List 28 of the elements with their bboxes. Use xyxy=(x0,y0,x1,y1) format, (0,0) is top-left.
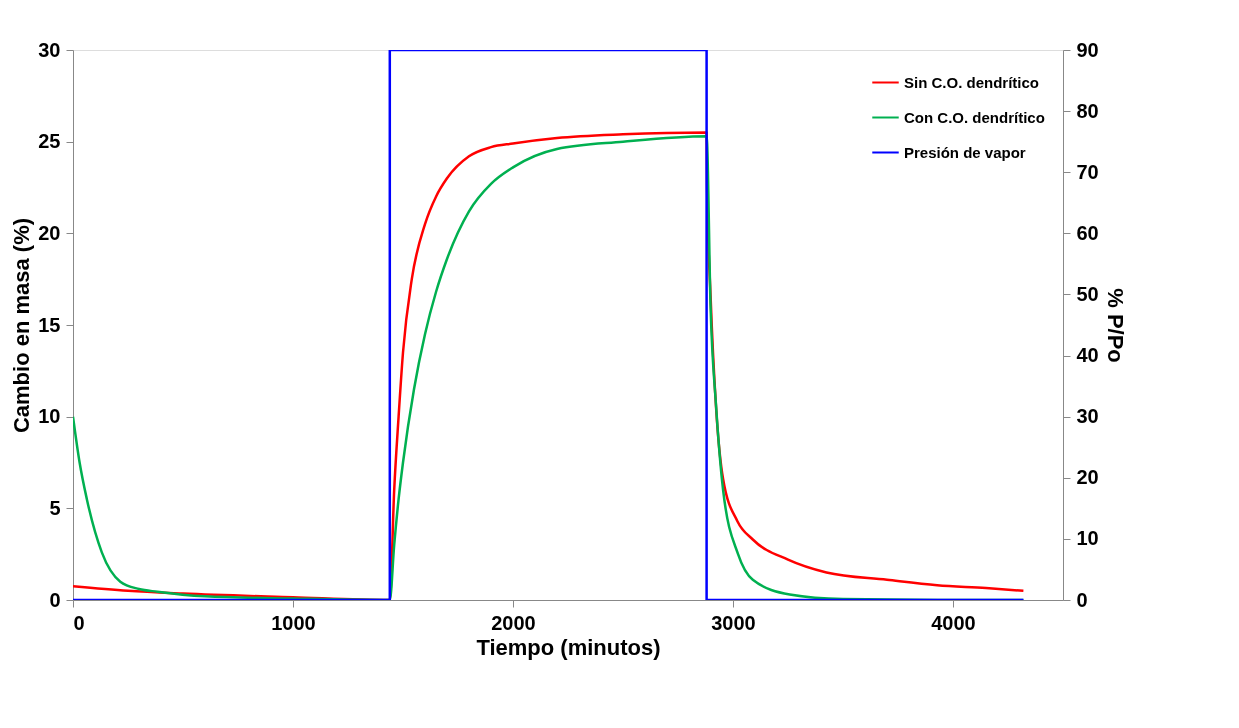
y2-axis-title: % P/Po xyxy=(1102,288,1128,363)
x-tick-label: 1000 xyxy=(271,611,316,634)
y-tick-label: 5 xyxy=(49,496,61,519)
x-tick-label: 3000 xyxy=(711,611,756,634)
y2-tick-label: 10 xyxy=(1076,527,1099,550)
y2-tick-label: 0 xyxy=(1076,588,1088,611)
y-tick-label: 30 xyxy=(38,38,61,61)
legend-label: Con C.O. dendrítico xyxy=(904,108,1045,126)
y2-tick-label: 90 xyxy=(1076,38,1099,61)
x-tick-label: 0 xyxy=(73,611,85,634)
y2-tick-label: 70 xyxy=(1076,160,1099,183)
y2-tick-label: 30 xyxy=(1076,405,1099,428)
y2-tick-label: 60 xyxy=(1076,221,1099,244)
y-tick-label: 25 xyxy=(38,130,61,153)
y-axis-title: Cambio en masa (%) xyxy=(9,217,35,434)
x-tick-label: 4000 xyxy=(931,611,976,634)
x-axis-title: Tiempo (minutos) xyxy=(476,634,661,660)
legend-label: Sin C.O. dendrítico xyxy=(904,73,1040,91)
y-tick-label: 0 xyxy=(49,588,61,611)
y2-tick-label: 80 xyxy=(1076,99,1099,122)
y-tick-label: 15 xyxy=(38,313,61,336)
legend-label: Presión de vapor xyxy=(904,143,1026,161)
y2-tick-label: 50 xyxy=(1076,282,1099,305)
y2-tick-label: 20 xyxy=(1076,466,1099,489)
y-tick-label: 20 xyxy=(38,221,61,244)
y-tick-label: 10 xyxy=(38,405,61,428)
y2-tick-label: 40 xyxy=(1076,344,1099,367)
x-tick-label: 2000 xyxy=(491,611,536,634)
